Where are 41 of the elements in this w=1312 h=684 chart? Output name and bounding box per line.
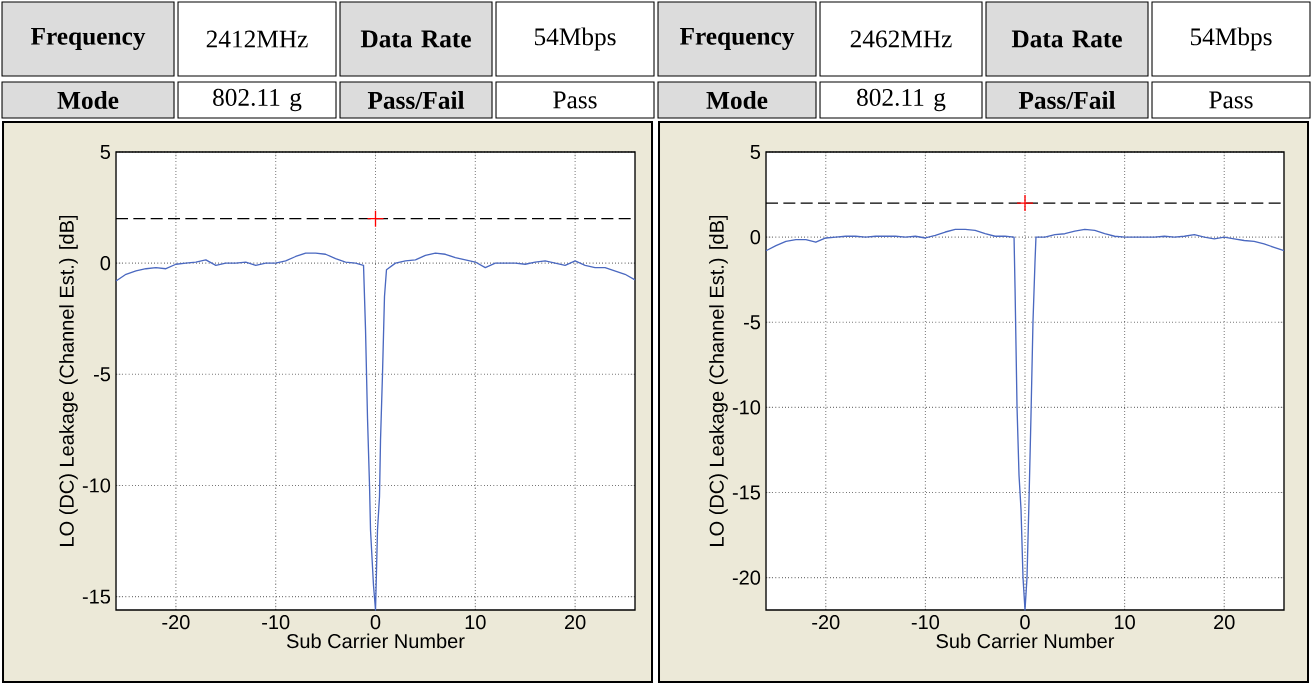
y-tick-label: -5	[94, 367, 111, 382]
text: 54Mbps	[1190, 27, 1272, 51]
text: 54Mbps	[534, 27, 616, 51]
y-tick-label: -5	[744, 315, 761, 330]
text: Frequency	[30, 27, 146, 50]
x-tick-label: 0	[1020, 615, 1030, 630]
y-tick-label: -10	[732, 400, 761, 415]
y-tick-label: 5	[100, 145, 111, 159]
text: Data Rate	[1011, 30, 1122, 48]
text: Pass/Fail	[367, 91, 465, 109]
y-axis-title: LO (DC) Leakage (Channel Est.) [dB]	[59, 215, 78, 546]
x-tick-label: -10	[911, 615, 940, 630]
text: Data Rate	[360, 30, 471, 48]
x-tick-label: 10	[465, 615, 486, 630]
text: 802.11 g	[857, 88, 946, 112]
x-tick-label: -20	[812, 615, 840, 630]
x-tick-label: -20	[162, 615, 190, 630]
text: Mode	[57, 91, 119, 109]
x-tick-label: 20	[1214, 615, 1235, 630]
text: 802.11 g	[213, 88, 302, 112]
x-tick-label: -10	[262, 615, 290, 630]
y-tick-label: 0	[100, 256, 111, 271]
text: Mode	[706, 91, 768, 109]
text: 2412MHz	[206, 30, 308, 48]
text: Pass	[553, 91, 597, 109]
x-tick-label: 20	[565, 615, 586, 630]
y-tick-label: -15	[82, 589, 111, 604]
y-tick-label: -10	[82, 478, 111, 493]
y-tick-label: -20	[732, 570, 761, 585]
text: Pass/Fail	[1018, 91, 1116, 109]
y-axis-title: LO (DC) Leakage (Channel Est.) [dB]	[709, 215, 728, 546]
text: Frequency	[679, 27, 795, 50]
text: Pass	[1209, 91, 1253, 109]
x-axis-title: Sub Carrier Number	[936, 633, 1115, 649]
y-tick-label: -15	[732, 485, 761, 500]
y-tick-label: 0	[750, 230, 761, 245]
x-tick-label: 10	[1115, 615, 1135, 630]
x-tick-label: 0	[370, 615, 381, 630]
x-axis-title: Sub Carrier Number	[286, 633, 465, 649]
y-tick-label: 5	[750, 145, 761, 159]
text: 2462MHz	[850, 30, 952, 48]
